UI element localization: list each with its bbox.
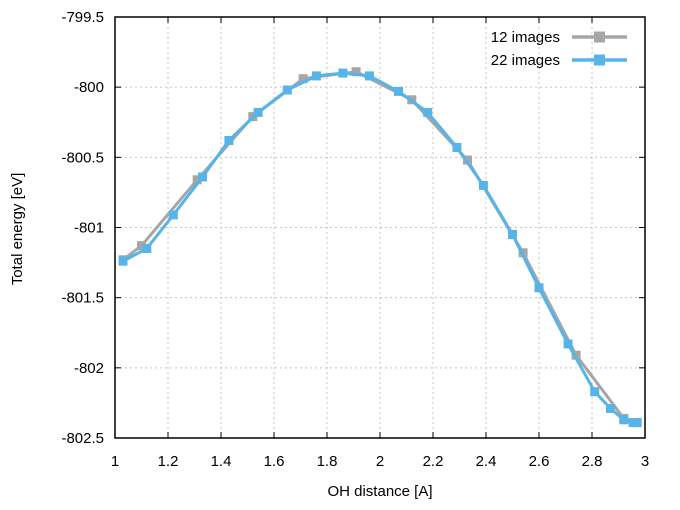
data-point-marker-22-images [338, 68, 348, 78]
data-point-marker-22-images [224, 136, 234, 145]
data-point-marker-22-images [311, 71, 321, 81]
y-tick-labels: -799.5 -800 -800.5 -801 -801.5 -802 -802.5 [61, 9, 104, 447]
legend-label-12-images: 12 images [491, 29, 560, 46]
plot-border-and-ticks [114, 16, 646, 439]
x-tick-label: 2.2 [423, 453, 444, 470]
data-point-marker-12-images [351, 67, 361, 77]
legend-label-22-images: 22 images [491, 52, 560, 69]
x-tick-label: 1.6 [264, 453, 285, 470]
legend-marker-sample-12-images [594, 31, 605, 43]
data-point-marker-22-images [198, 172, 207, 182]
y-tick-label: -802 [74, 360, 104, 377]
data-point-marker-22-images [534, 283, 544, 293]
x-tick-label: 1.2 [158, 453, 179, 470]
data-point-marker-12-images [192, 175, 202, 185]
data-point-marker-22-images [452, 143, 462, 152]
series-line-12-images [122, 70, 638, 425]
x-tick-label: 2.6 [529, 453, 550, 470]
series-22-images [118, 68, 642, 428]
x-tick-label: 1.4 [211, 453, 232, 470]
data-point-marker-22-images [394, 86, 403, 96]
data-point-marker-22-images [590, 387, 600, 397]
x-axis-label: OH distance [A] [327, 483, 432, 500]
legend-item-22-images: 22 images [491, 52, 627, 69]
data-point-marker-22-images [253, 107, 263, 117]
data-point-marker-22-images [478, 180, 488, 190]
x-tick-label: 1 [111, 453, 119, 470]
x-tick-label: 1.8 [317, 453, 338, 470]
y-tick-label: -799.5 [61, 9, 104, 26]
x-tick-label: 2.4 [476, 453, 497, 470]
y-tick-label: -802.5 [61, 430, 104, 447]
x-tick-labels: 1 1.2 1.4 1.6 1.8 2 2.2 2.4 2.6 2.8 3 [111, 453, 649, 470]
data-point-marker-22-images [508, 230, 517, 239]
legend: 12 images 22 images [491, 29, 627, 69]
y-tick-label: -801 [74, 220, 104, 237]
x-tick-label: 2 [376, 453, 384, 470]
y-tick-label: -800.5 [61, 149, 104, 166]
x-tick-label: 2.8 [582, 453, 603, 470]
x-tick-label: 3 [641, 453, 649, 470]
data-point-marker-22-images [423, 107, 433, 117]
series-line-22-images [122, 71, 638, 425]
data-point-marker-22-images [364, 71, 374, 81]
y-axis-label: Total energy [eV] [9, 173, 26, 286]
data-point-marker-12-images [298, 74, 308, 84]
data-point-marker-12-images [137, 241, 146, 251]
data-point-marker-12-images [571, 350, 581, 360]
data-point-marker-22-images [282, 85, 292, 95]
legend-item-12-images: 12 images [491, 29, 627, 46]
data-point-marker-22-images [563, 339, 573, 349]
data-point-marker-22-images [606, 404, 615, 413]
data-point-marker-22-images [142, 244, 152, 253]
data-point-marker-22-images [619, 415, 629, 425]
data-point-marker-22-images [118, 256, 128, 266]
gridlines [115, 17, 645, 438]
data-point-marker-22-images [632, 418, 642, 428]
legend-marker-sample-22-images [594, 54, 605, 66]
y-tick-label: -800 [74, 79, 104, 96]
y-tick-label: -801.5 [61, 290, 104, 307]
data-point-marker-22-images [168, 210, 178, 220]
series-layer [118, 67, 642, 428]
